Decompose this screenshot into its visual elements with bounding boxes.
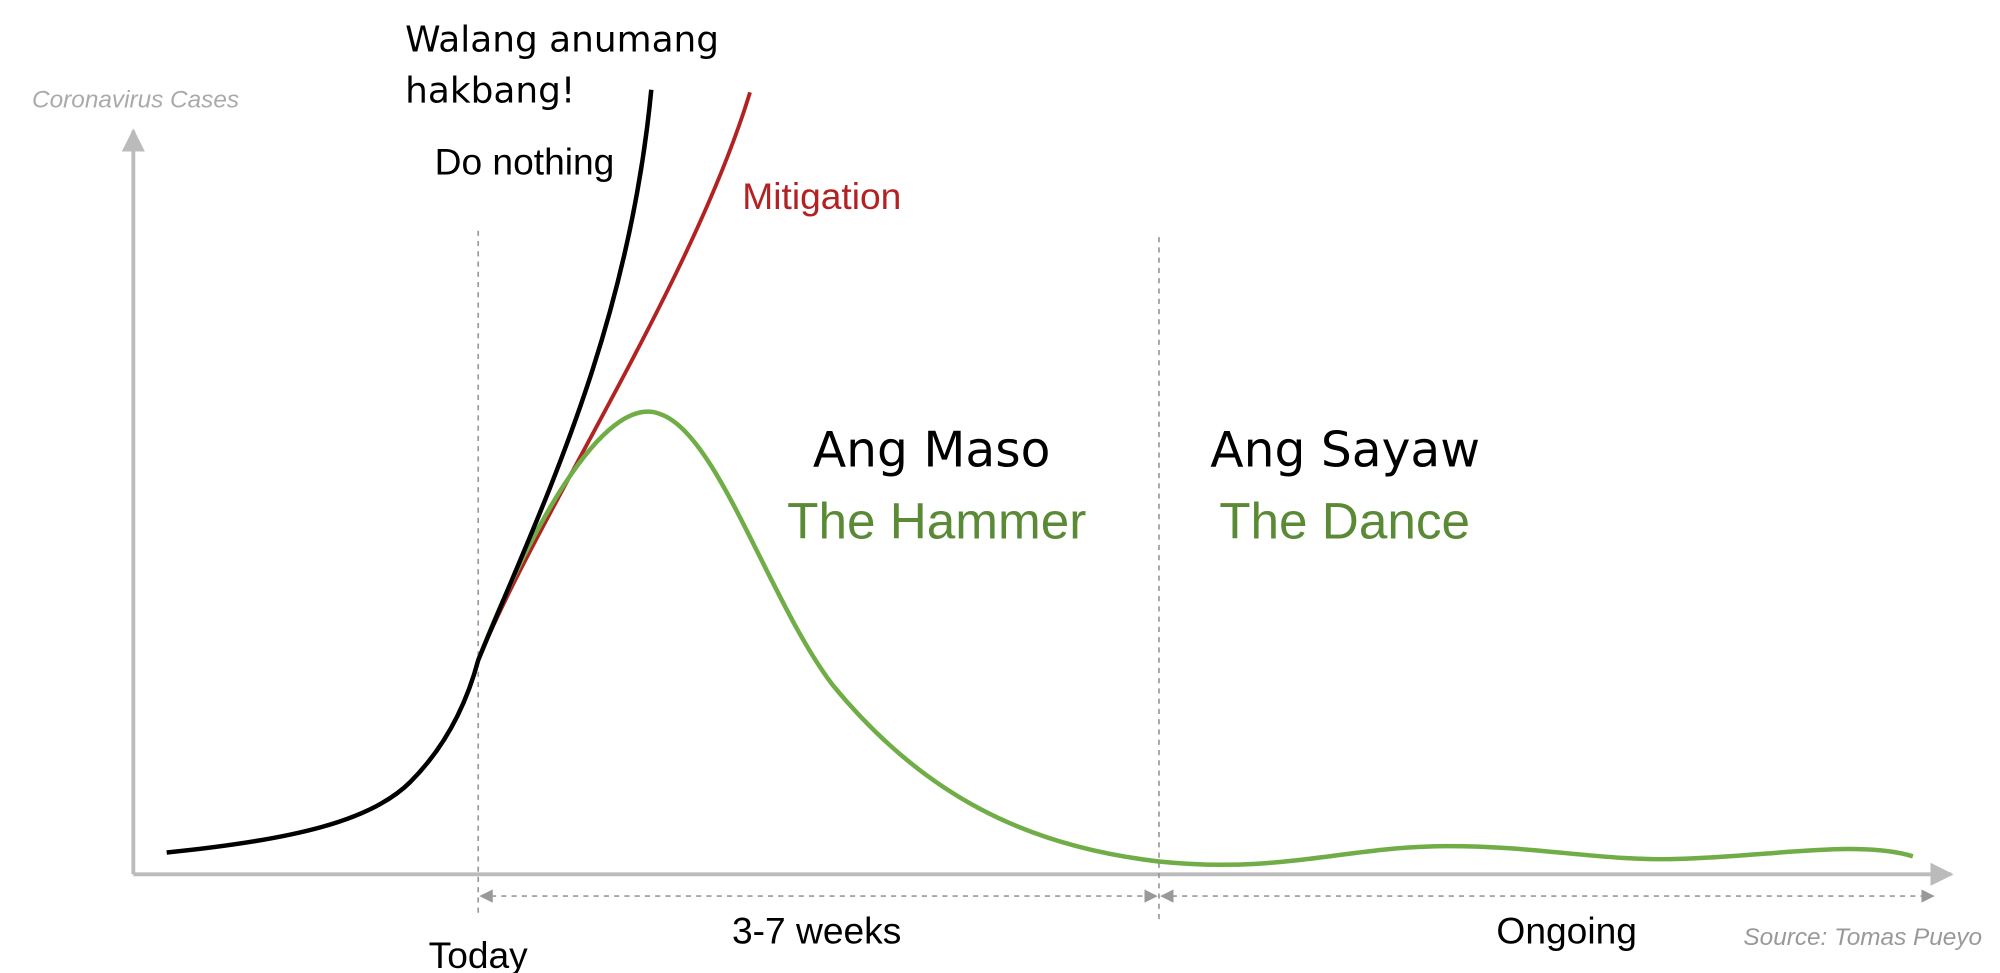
mitigation-label: Mitigation bbox=[742, 175, 901, 217]
source-note: Source: Tomas Pueyo bbox=[1743, 924, 1982, 951]
do-nothing-label-tl: hakbang! bbox=[405, 71, 575, 112]
y-axis-label: Coronavirus Cases bbox=[32, 87, 239, 114]
do-nothing-curve bbox=[166, 89, 654, 855]
do-nothing-label: Do nothing bbox=[435, 140, 615, 182]
today-label: Today bbox=[429, 934, 529, 973]
mitigation-curve bbox=[476, 91, 752, 661]
phase-title: The Hammer bbox=[787, 492, 1086, 549]
phase-title-tl: Ang Maso bbox=[813, 423, 1051, 479]
duration-label: 3-7 weeks bbox=[732, 910, 901, 952]
phase-title-tl: Ang Sayaw bbox=[1210, 423, 1480, 479]
hammer-dance-curve bbox=[476, 409, 1914, 868]
do-nothing-label-tl: Walang anumang bbox=[405, 19, 719, 60]
duration-label: Ongoing bbox=[1496, 910, 1636, 952]
phase-title: The Dance bbox=[1219, 492, 1470, 549]
